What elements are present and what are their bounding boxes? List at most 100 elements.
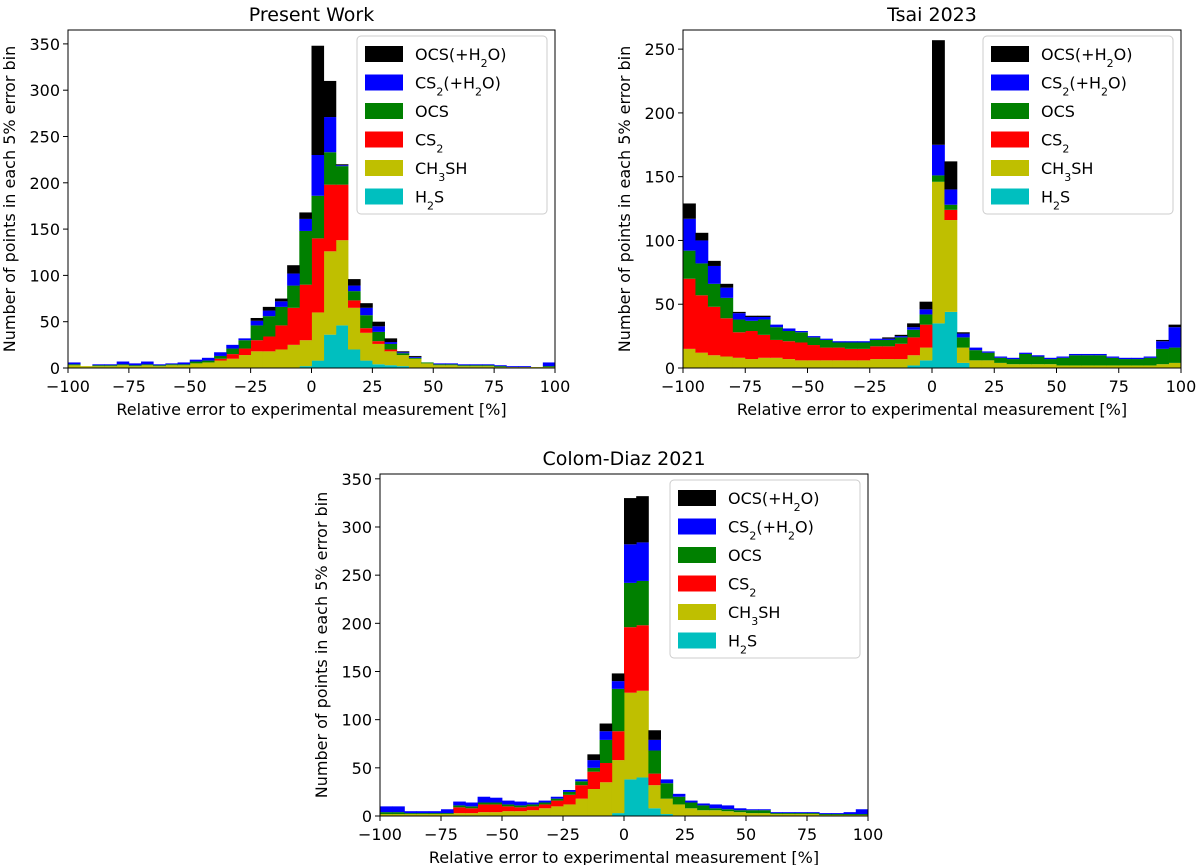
x-tick-label: 100 [1166,377,1197,396]
bar-cs2 [502,806,515,812]
bar-ch3sh [214,360,227,368]
bar-ocs [599,739,613,764]
y-tick-label: 150 [644,168,675,187]
bar-ch3sh [489,812,503,816]
legend-swatch-h2s [365,188,403,205]
bar-cs2_h2o [384,342,398,344]
bar-cs2_h2o [844,341,858,343]
bar-ocs_h2o [311,45,325,156]
bar-cs2_h2o [807,812,820,814]
bar-cs2_h2o [141,361,154,365]
y-tick-label: 300 [29,81,60,100]
bar-ch3sh [1118,365,1132,368]
x-tick-label: 100 [853,825,884,844]
bar-cs2_h2o [518,366,532,368]
legend-swatch-ocs_h2o [991,46,1029,62]
legend-label-h2s: H2S [415,188,444,213]
bar-h2s [636,777,649,816]
y-tick-label: 50 [655,295,675,314]
bar-ocs [869,339,883,347]
bar-cs2_h2o [907,327,920,330]
y-tick-label: 350 [29,35,60,54]
bar-cs2 [299,284,312,341]
bar-cs2_h2o [1044,357,1057,360]
bar-ocs [360,315,373,329]
bar-cs2 [882,346,896,360]
y-tick-label: 0 [50,359,60,378]
bar-ch3sh [707,355,721,368]
bar-ch3sh [262,351,276,368]
bar-ocs [1143,357,1157,366]
bar-ocs [832,342,846,348]
bar-ocs_h2o [299,212,312,219]
bar-ch3sh [128,366,142,368]
bar-h2s [396,366,410,368]
bar-cs2 [226,354,239,359]
bar-cs2_h2o [1118,357,1132,360]
bar-ocs [1156,348,1169,365]
bar-cs2_h2o [1081,353,1095,356]
bar-cs2_h2o [994,356,1008,358]
bar-ch3sh [311,312,325,361]
bar-cs2 [453,807,466,814]
bar-cs2_h2o [624,544,637,583]
bar-ocs [441,813,454,815]
bar-ch3sh [226,358,239,368]
bar-ch3sh [1168,362,1181,368]
bar-ch3sh [392,814,405,816]
bar-cs2_h2o [697,803,710,806]
bar-ocs [104,365,118,367]
bar-cs2_h2o [795,331,808,333]
bar-ocs [457,365,471,367]
bar-ch3sh [795,360,808,368]
bar-ch3sh [538,808,552,816]
bar-cs2 [384,349,398,352]
bar-ch3sh [611,760,625,814]
bar-h2s [648,808,661,816]
bar-ch3sh [770,814,783,816]
bar-ch3sh [648,785,661,809]
bar-ocs [1031,356,1045,365]
bar-ocs [563,791,576,795]
bar-ocs [384,343,398,350]
x-axis-label: Relative error to experimental measureme… [429,848,819,865]
x-tick-label: −100 [661,377,705,396]
bar-ch3sh [445,365,459,368]
bar-ocs [238,340,252,349]
bar-ocs [250,325,264,341]
bar-cs2 [287,307,300,345]
bar-ocs [1081,355,1095,366]
bar-cs2_h2o [758,809,771,811]
bar-ch3sh [1068,365,1082,368]
bar-ocs [392,812,405,815]
bar-ocs [733,810,747,813]
bar-cs2_h2o [832,341,846,343]
chart-title: Tsai 2023 [886,4,977,26]
y-axis-label: Number of points in each 5% error bin [312,492,331,798]
bar-cs2 [844,348,858,361]
bar-cs2 [782,341,796,360]
x-tick-label: 25 [675,825,695,844]
bar-cs2 [214,358,227,361]
x-tick-label: −75 [424,825,458,844]
bar-ch3sh [732,357,746,368]
bar-cs2_h2o [794,812,808,814]
bar-h2s [611,813,625,816]
bar-ocs_h2o [919,301,933,310]
bar-cs2 [944,209,958,221]
bar-ocs_h2o [695,232,709,241]
bar-cs2_h2o [1168,327,1181,348]
bar-h2s [624,779,637,816]
bar-cs2 [526,806,539,811]
bar-ch3sh [1143,365,1157,368]
bar-h2s [907,365,920,368]
bar-ocs [794,813,808,815]
bar-cs2_h2o [153,364,166,366]
bar-cs2 [563,794,576,805]
bar-ch3sh [428,814,442,816]
bar-ocs [819,814,832,816]
bar-cs2 [262,336,276,352]
bar-ch3sh [807,814,820,816]
bar-ocs [1068,355,1082,366]
bar-cs2 [250,340,264,352]
